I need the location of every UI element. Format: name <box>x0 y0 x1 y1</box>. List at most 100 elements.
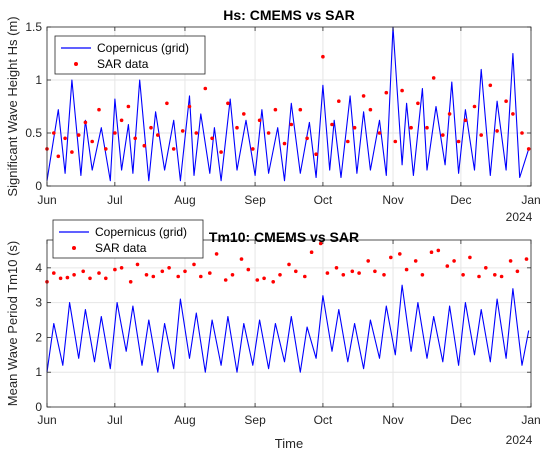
sar-data-point <box>463 118 468 123</box>
sar-data-point <box>255 278 260 282</box>
x-tick-label: Dec <box>450 413 471 427</box>
x-tick-label: Dec <box>450 193 471 207</box>
legend-marker-swatch <box>74 62 78 66</box>
sar-data-point <box>90 139 94 144</box>
sar-data-point <box>420 273 425 277</box>
sar-data-point <box>314 152 318 156</box>
sar-data-point <box>199 274 203 279</box>
year-label: 2024 <box>506 433 533 447</box>
sar-data-point <box>318 241 323 246</box>
sar-data-point <box>58 276 63 281</box>
sar-data-point <box>452 259 456 263</box>
sar-data-point <box>447 112 452 116</box>
sar-data-point <box>52 271 56 275</box>
sar-data-point <box>431 76 436 80</box>
sar-data-point <box>309 250 314 254</box>
legend-box <box>54 35 206 75</box>
y-tick-label: 1 <box>35 73 42 87</box>
sar-data-point <box>389 255 393 260</box>
sar-data-point <box>368 107 373 112</box>
y-tick-label: 0.5 <box>25 126 42 140</box>
y-axis-label: Significant Wave Height Hs (m) <box>5 16 20 196</box>
sar-data-point <box>515 269 520 274</box>
sar-data-point <box>76 133 81 137</box>
sar-data-point <box>165 101 169 106</box>
x-tick-label: Nov <box>382 193 403 207</box>
sar-data-point <box>156 133 160 137</box>
sar-data-point <box>194 131 199 135</box>
legend-box <box>52 219 204 259</box>
sar-data-point <box>144 273 149 277</box>
x-tick-label: Jan <box>521 193 540 207</box>
sar-data-point <box>223 278 228 282</box>
sar-data-point <box>214 252 219 256</box>
sar-data-point <box>511 112 515 116</box>
x-tick-label: Sep <box>244 193 266 207</box>
sar-data-point <box>488 83 493 88</box>
sar-data-point <box>404 267 409 272</box>
sar-data-point <box>167 266 171 270</box>
x-tick-label: Oct <box>314 413 333 427</box>
sar-data-point <box>72 273 76 277</box>
sar-data-point <box>133 136 137 141</box>
sar-data-point <box>119 118 124 123</box>
sar-data-point <box>445 264 450 268</box>
sar-data-point <box>382 273 386 277</box>
sar-data-point <box>187 104 192 109</box>
sar-data-point <box>262 276 266 281</box>
sar-data-point <box>230 273 235 277</box>
sar-data-point <box>176 274 180 279</box>
sar-data-point <box>524 257 529 261</box>
sar-data-point <box>210 136 214 141</box>
sar-data-point <box>330 122 334 127</box>
x-axis-label: Time <box>275 436 303 451</box>
sar-data-point <box>266 131 271 135</box>
sar-data-point <box>97 271 101 275</box>
sar-data-point <box>350 269 355 274</box>
sar-data-point <box>287 262 291 267</box>
sar-data-point <box>477 274 481 279</box>
sar-data-point <box>208 271 212 275</box>
sar-data-point <box>63 136 67 141</box>
sar-data-point <box>160 269 165 274</box>
sar-data-point <box>183 269 187 274</box>
sar-data-point <box>303 274 307 279</box>
sar-data-point <box>142 143 147 148</box>
x-tick-label: Jul <box>107 413 122 427</box>
y-tick-label: 4 <box>35 261 42 275</box>
sar-data-point <box>341 273 346 277</box>
sar-data-point <box>113 267 117 272</box>
sar-data-point <box>278 273 282 277</box>
sar-data-point <box>235 125 239 130</box>
sar-data-point <box>468 255 472 260</box>
sar-data-point <box>251 147 255 151</box>
sar-data-point <box>273 107 278 112</box>
chart-panel-1: Jun Jul Aug Sep Oct Nov Dec Jan 0 0.5 1 1.5 2024 Sign… <box>5 7 541 224</box>
sar-data-point <box>97 107 101 112</box>
sar-data-point <box>413 259 418 263</box>
sar-data-point <box>294 269 298 274</box>
x-tick-label: Sep <box>244 413 266 427</box>
sar-data-point <box>180 129 185 133</box>
chart-title: Hs: CMEMS vs SAR <box>223 7 354 23</box>
sar-data-point <box>219 150 223 154</box>
series-line-copernicus <box>46 26 530 182</box>
sar-data-point <box>321 54 325 59</box>
legend: Copernicus (grid) SAR data <box>52 219 204 259</box>
x-tick-label: Aug <box>174 193 195 207</box>
y-tick-label: 2 <box>35 330 42 344</box>
sar-data-point <box>441 133 445 137</box>
sar-data-point <box>149 125 153 130</box>
sar-data-point <box>298 107 303 112</box>
sar-data-point <box>416 101 420 106</box>
sar-data-point <box>242 112 246 116</box>
sar-data-point <box>373 269 377 274</box>
sar-data-point <box>484 266 488 270</box>
legend: Copernicus (grid) SAR data <box>54 35 206 75</box>
sar-data-point <box>282 141 287 146</box>
sar-data-point <box>70 150 74 154</box>
sar-data-point <box>126 104 131 109</box>
year-label: 2024 <box>506 210 533 224</box>
sar-data-point <box>425 125 429 130</box>
